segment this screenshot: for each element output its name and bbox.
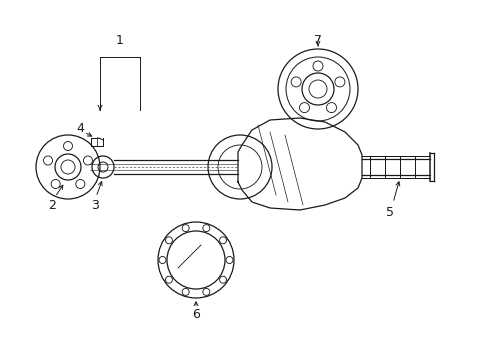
- Text: 5: 5: [385, 206, 393, 219]
- Text: 2: 2: [48, 198, 56, 212]
- Text: 3: 3: [91, 198, 99, 212]
- Text: 6: 6: [192, 307, 200, 320]
- Text: 7: 7: [313, 33, 321, 46]
- Text: 4: 4: [76, 122, 84, 135]
- Text: 1: 1: [116, 33, 123, 46]
